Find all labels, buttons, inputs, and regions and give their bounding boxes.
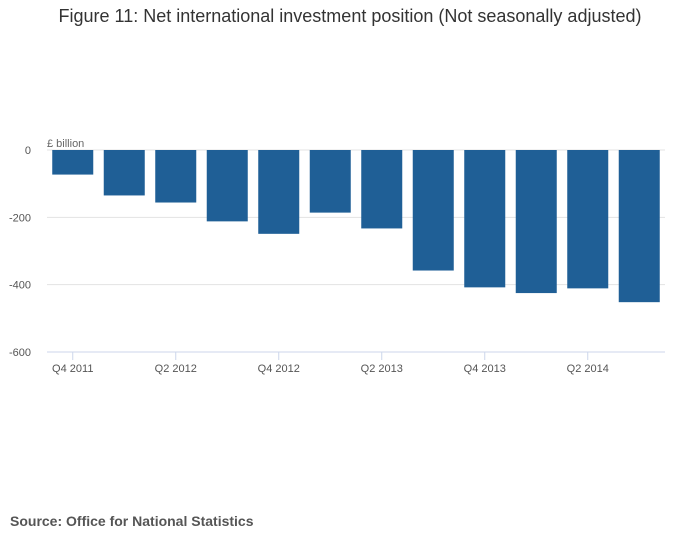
bar	[464, 150, 506, 288]
bar	[515, 150, 557, 294]
x-tick-label: Q4 2011	[52, 363, 93, 375]
bar	[412, 150, 454, 271]
bar	[309, 150, 351, 213]
x-tick-label: Q2 2012	[155, 363, 197, 375]
bar	[103, 150, 145, 196]
bar	[567, 150, 609, 289]
chart-title: Figure 11: Net international investment …	[58, 6, 642, 26]
x-tick-label: Q4 2012	[258, 363, 300, 375]
gridlines	[47, 149, 665, 286]
x-axis-ticks: Q4 2011 Q2 2012 Q4 2012 Q2 2013 Q4 2013 Q2 20…	[52, 352, 609, 375]
bars	[52, 150, 660, 303]
y-tick-label: -600	[9, 347, 31, 359]
bar	[206, 150, 248, 222]
bar	[155, 150, 197, 203]
y-tick-label: -400	[9, 280, 31, 292]
bar	[258, 150, 300, 234]
x-tick-label: Q4 2013	[464, 363, 506, 375]
y-axis-ticks: 0 -200 -400 -600	[9, 145, 31, 359]
bar	[618, 150, 660, 303]
x-tick-label: Q2 2013	[361, 363, 403, 375]
x-tick-label: Q2 2014	[567, 363, 609, 375]
bar	[52, 150, 94, 175]
unit-label: £ billion	[47, 138, 84, 150]
y-tick-label: -200	[9, 212, 31, 224]
bar	[361, 150, 403, 229]
y-tick-label: 0	[25, 145, 31, 157]
source-note: Source: Office for National Statistics	[10, 513, 254, 529]
